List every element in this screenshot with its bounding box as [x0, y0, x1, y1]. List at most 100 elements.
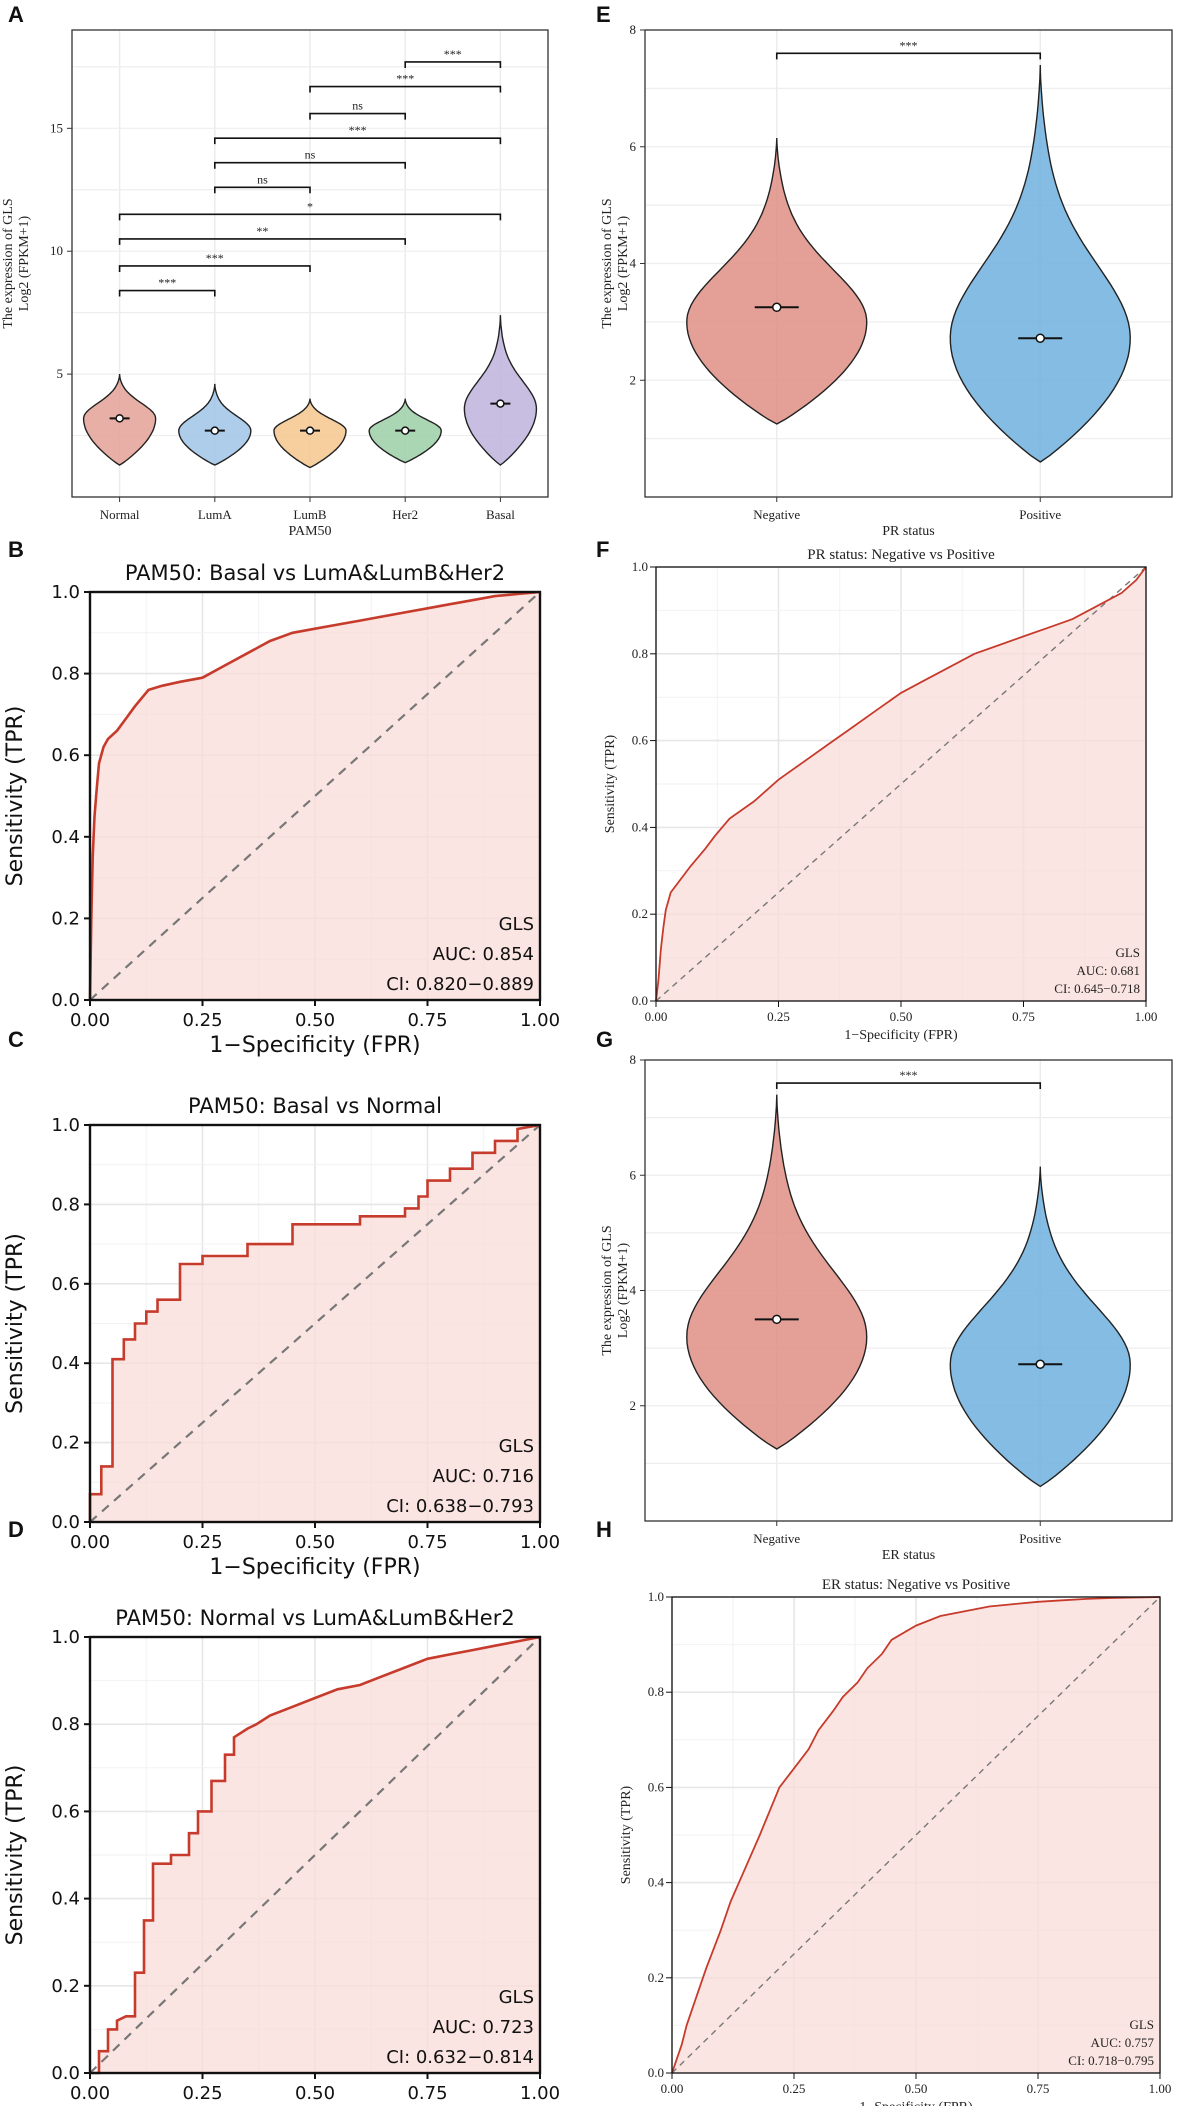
x-tick-label: Basal — [486, 507, 515, 522]
x-tick-label: 0.25 — [182, 2083, 222, 2104]
x-axis-label: 1−Specificity (FPR) — [209, 1555, 420, 1580]
y-tick-label: 1.0 — [632, 559, 648, 574]
violin-negative — [686, 1094, 868, 1450]
auc-annotation: AUC: 0.716 — [433, 1466, 534, 1487]
panel-letter-H: H — [596, 1517, 612, 1542]
x-tick-label: 0.75 — [1012, 1009, 1035, 1024]
y-tick-label: 2 — [630, 1398, 637, 1413]
y-tick-label: 1.0 — [648, 1589, 664, 1604]
median-point — [1035, 1359, 1045, 1370]
violin-positive — [949, 64, 1131, 463]
y-tick-label: 0.0 — [51, 2063, 80, 2084]
significance-label: *** — [444, 47, 462, 61]
roc-chart-B: 0.00 0.25 0.50 0.75 1.00 0.0 0.2 0.4 0.6 0.8 1.0 PA… — [3, 561, 560, 1058]
y-tick-label: 0.8 — [51, 664, 80, 685]
chart-title: PAM50: Basal vs Normal — [188, 1094, 442, 1118]
x-tick-label: 0.50 — [905, 2081, 928, 2096]
x-tick-label: 0.75 — [407, 2083, 447, 2104]
reference-diagonal — [89, 591, 541, 1001]
chart-title: PAM50: Normal vs LumA&LumB&Her2 — [115, 1606, 514, 1630]
panel-letter-F: F — [596, 537, 609, 562]
x-tick-label: Negative — [753, 1531, 800, 1546]
roc-curve — [671, 1596, 1161, 2074]
ci-annotation: CI: 0.820−0.889 — [386, 974, 534, 995]
violin-negative — [686, 137, 868, 425]
y-tick-label: 0.0 — [648, 2065, 664, 2080]
gene-annotation: GLS — [1115, 945, 1140, 960]
comparison-bracket — [775, 1082, 1042, 1090]
x-tick-label: 0.75 — [1027, 2081, 1050, 2096]
x-tick-label: 1.00 — [1149, 2081, 1172, 2096]
y-tick-label: 0.8 — [51, 1194, 80, 1215]
ci-annotation: CI: 0.638−0.793 — [386, 1496, 534, 1517]
y-tick-label: 0.0 — [51, 1512, 80, 1533]
x-axis-label: 1−Specificity (FPR) — [859, 2100, 973, 2106]
panel-letter-B: B — [8, 537, 24, 562]
y-tick-label: 0.8 — [648, 1684, 664, 1699]
y-tick-label: 0.6 — [51, 1801, 80, 1822]
x-axis-label: PR status — [882, 524, 935, 539]
x-tick-label: 1.00 — [520, 1532, 560, 1553]
comparison-bracket — [214, 161, 406, 169]
y-tick-label: 1.0 — [51, 1115, 80, 1136]
reference-diagonal — [89, 1636, 541, 2074]
y-axis-label: Sensitivity (TPR) — [619, 1785, 634, 1884]
y-tick-label: 0.2 — [51, 1433, 80, 1454]
y-tick-label: 8 — [630, 22, 637, 37]
panel-letter-G: G — [596, 1027, 613, 1052]
auc-annotation: AUC: 0.681 — [1076, 963, 1140, 978]
y-tick-label: 0.6 — [51, 1274, 80, 1295]
comparison-bracket — [118, 213, 502, 221]
y-tick-label: 6 — [630, 139, 637, 154]
y-axis-label-line2: Log2 (FPKM+1) — [616, 215, 631, 311]
x-tick-label: Positive — [1019, 507, 1061, 522]
x-tick-label: 0.25 — [182, 1010, 222, 1031]
median-point — [772, 1314, 782, 1325]
y-axis-label: Sensitivity (TPR) — [3, 1765, 28, 1946]
chart-title: ER status: Negative vs Positive — [822, 1577, 1011, 1593]
y-axis-label-line1: The expression of GLS — [600, 1225, 615, 1355]
y-axis-label: Sensitivity (TPR) — [3, 706, 28, 887]
y-tick-label: 6 — [630, 1167, 637, 1182]
comparison-bracket — [118, 289, 216, 297]
roc-curve — [88, 1123, 541, 1522]
y-axis-label-line1: The expression of GLS — [1, 198, 16, 328]
comparison-bracket — [214, 186, 311, 194]
y-tick-label: 15 — [50, 120, 63, 135]
y-tick-label: 0.2 — [51, 1976, 80, 1997]
x-axis-label: ER status — [882, 1548, 935, 1563]
x-tick-label: 0.50 — [295, 1532, 335, 1553]
y-tick-label: 0.6 — [632, 733, 649, 748]
median-point — [1035, 333, 1045, 343]
ci-annotation: CI: 0.645−0.718 — [1054, 981, 1140, 996]
violin-basal — [463, 315, 538, 466]
y-tick-label: 5 — [57, 366, 64, 381]
violin-chart-E: 2 4 6 8 Negative Positive *** PR status The expr… — [600, 22, 1173, 539]
roc-curve — [655, 566, 1147, 1002]
y-axis-label: Sensitivity (TPR) — [3, 1233, 28, 1414]
chart-title: PR status: Negative vs Positive — [807, 547, 995, 563]
comparison-bracket — [309, 85, 502, 93]
ci-annotation: CI: 0.718−0.795 — [1068, 2053, 1154, 2068]
y-tick-label: 0.6 — [51, 745, 80, 766]
y-axis-label-line1: The expression of GLS — [600, 198, 615, 328]
ci-annotation: CI: 0.632−0.814 — [386, 2047, 534, 2068]
y-axis-label-line2: Log2 (FPKM+1) — [616, 1242, 631, 1338]
significance-label: ns — [352, 99, 363, 113]
y-tick-label: 0.4 — [51, 827, 80, 848]
roc-curve — [90, 1635, 541, 2075]
comparison-bracket — [118, 238, 406, 245]
auc-annotation: AUC: 0.757 — [1090, 2035, 1154, 2050]
violin-luma — [178, 383, 252, 466]
y-axis-label: Sensitivity (TPR) — [603, 734, 618, 833]
y-tick-label: 0.0 — [51, 990, 80, 1011]
comparison-bracket — [404, 61, 502, 68]
panel-letter-D: D — [8, 1517, 24, 1542]
x-tick-label: 0.00 — [70, 1010, 110, 1031]
y-tick-label: 4 — [630, 256, 637, 271]
x-tick-label: 1.00 — [1135, 1009, 1158, 1024]
roc-chart-C: 0.00 0.25 0.50 0.75 1.00 0.0 0.2 0.4 0.6 0.8 1.0 PA… — [3, 1094, 560, 1580]
y-tick-label: 0.2 — [51, 908, 80, 929]
